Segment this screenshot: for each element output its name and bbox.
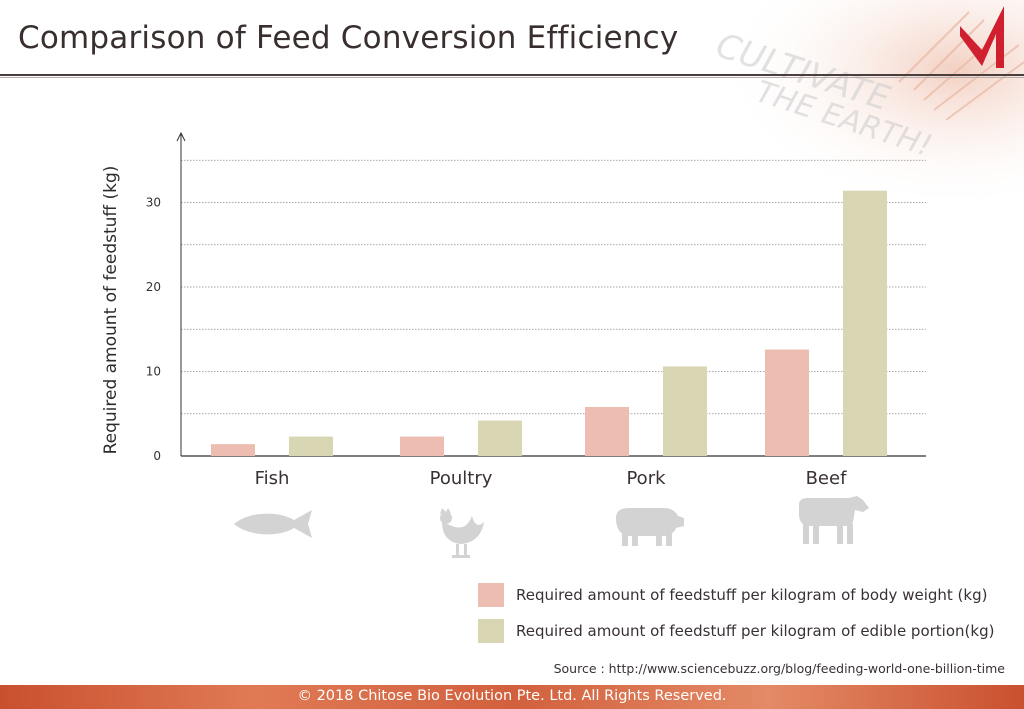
page-title: Comparison of Feed Conversion Efficiency bbox=[18, 20, 679, 56]
fish-icon bbox=[234, 510, 312, 538]
bar-fish-body-weight bbox=[211, 444, 255, 456]
y-tick-label: 30 bbox=[146, 196, 161, 210]
y-axis-label: Required amount of feedstuff (kg) bbox=[101, 165, 121, 455]
company-logo bbox=[960, 6, 1004, 68]
bar-beef-body-weight bbox=[765, 349, 809, 456]
source-citation: Source : http://www.sciencebuzz.org/blog… bbox=[553, 661, 1005, 676]
legend-label-body-weight: Required amount of feedstuff per kilogra… bbox=[516, 586, 988, 604]
rooster-icon bbox=[440, 508, 484, 558]
y-tick-label: 10 bbox=[146, 365, 161, 379]
category-label-beef: Beef bbox=[805, 468, 847, 489]
category-label-fish: Fish bbox=[254, 468, 290, 489]
y-tick-label: 0 bbox=[153, 449, 161, 463]
bar-pork-edible-portion bbox=[663, 366, 707, 456]
cow-icon bbox=[799, 496, 869, 544]
bar-beef-edible-portion bbox=[843, 190, 887, 457]
legend-swatch-edible-portion bbox=[478, 619, 504, 643]
title-divider bbox=[0, 74, 1024, 76]
category-label-poultry: Poultry bbox=[429, 468, 493, 489]
legend-swatch-body-weight bbox=[478, 583, 504, 607]
decorative-background-art: CULTIVATE THE EARTH! bbox=[684, 0, 1024, 200]
y-tick-label: 20 bbox=[146, 280, 161, 294]
bar-fish-edible-portion bbox=[289, 436, 333, 456]
bar-pork-body-weight bbox=[585, 406, 629, 456]
legend-item-edible-portion: Required amount of feedstuff per kilogra… bbox=[478, 619, 994, 643]
category-label-pork: Pork bbox=[626, 468, 666, 489]
y-axis-arrow bbox=[176, 131, 186, 142]
bar-poultry-body-weight bbox=[400, 436, 444, 456]
pig-icon bbox=[616, 508, 684, 546]
logo-shape bbox=[960, 6, 1004, 68]
bar-poultry-edible-portion bbox=[478, 420, 522, 456]
title-divider-thin bbox=[0, 77, 1024, 78]
legend-label-edible-portion: Required amount of feedstuff per kilogra… bbox=[516, 622, 995, 640]
legend-item-body-weight: Required amount of feedstuff per kilogra… bbox=[478, 583, 987, 607]
copyright-text: © 2018 Chitose Bio Evolution Pte. Ltd. A… bbox=[297, 688, 727, 704]
footer-bar bbox=[0, 685, 1024, 709]
